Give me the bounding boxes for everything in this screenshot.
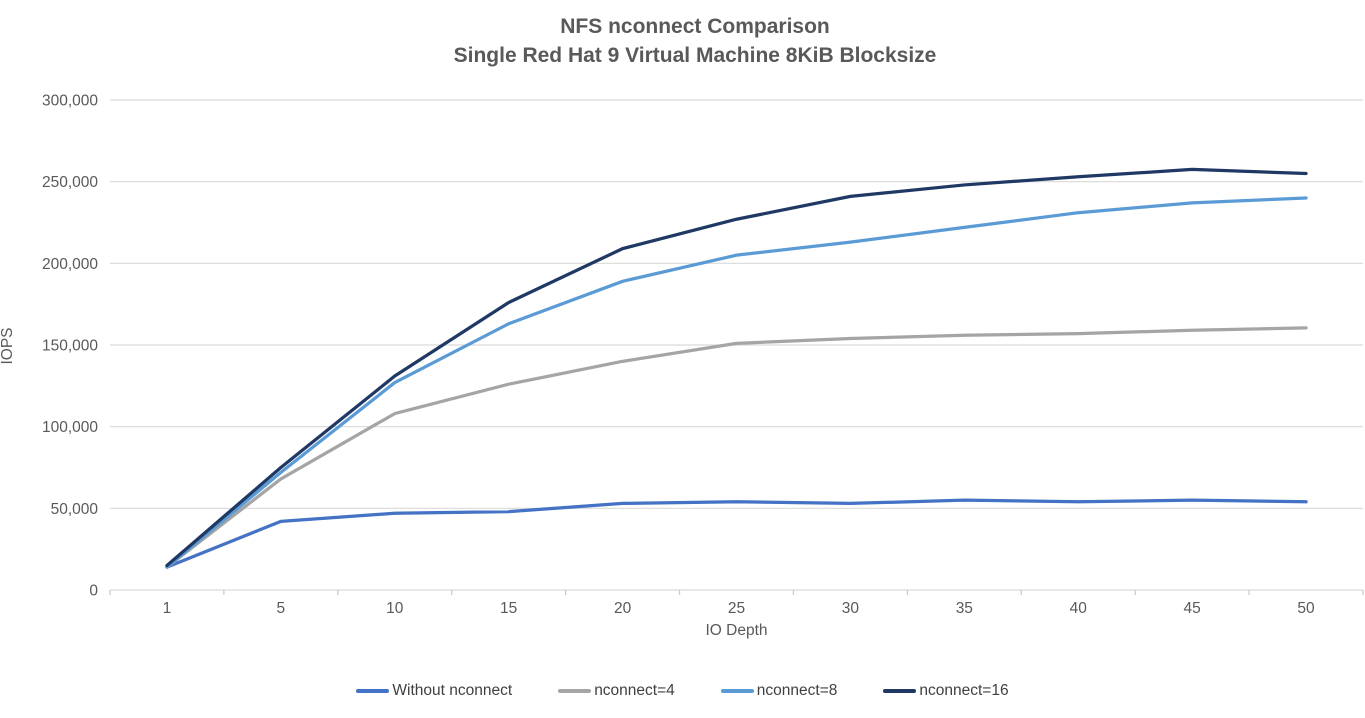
x-tick-label: 20	[614, 600, 632, 617]
legend-item: nconnect=16	[883, 682, 1009, 700]
chart-title-block: NFS nconnect Comparison Single Red Hat 9…	[110, 12, 1280, 70]
legend-swatch-icon	[356, 689, 390, 693]
x-tick-label: 1	[163, 600, 172, 617]
y-tick-label: 100,000	[42, 419, 98, 436]
series-line-nconnect-4	[165, 326, 1308, 569]
legend-item: nconnect=8	[720, 682, 838, 700]
x-tick-label: 30	[842, 600, 860, 617]
x-tick-label: 40	[1070, 600, 1088, 617]
legend-label: Without nconnect	[392, 682, 513, 699]
chart-legend: Without nconnect nconnect=4 nconnect=8 ncon…	[0, 682, 1365, 700]
y-tick-label: 200,000	[42, 256, 98, 273]
x-tick-label: 25	[728, 600, 745, 617]
series-line-without-nconnect	[165, 498, 1308, 569]
legend-swatch-icon	[883, 689, 917, 693]
legend-label: nconnect=4	[594, 682, 675, 699]
x-tick-label: 10	[386, 600, 404, 617]
chart-subtitle: Single Red Hat 9 Virtual Machine 8KiB Bl…	[453, 44, 937, 67]
y-tick-label: 300,000	[42, 93, 98, 110]
x-axis-title: IO Depth	[705, 622, 768, 639]
legend-item: Without nconnect	[356, 682, 512, 700]
legend-swatch-icon	[720, 689, 754, 693]
y-tick-label: 0	[89, 583, 98, 600]
legend-label: nconnect=16	[919, 682, 1009, 699]
x-tick-label: 45	[1184, 600, 1201, 617]
legend-swatch-icon	[558, 689, 592, 693]
y-tick-label: 50,000	[51, 501, 99, 518]
series-line-nconnect-16	[165, 167, 1308, 568]
x-tick-label: 15	[500, 600, 517, 617]
x-tick-label: 35	[956, 600, 973, 617]
chart-title: NFS nconnect Comparison	[560, 15, 830, 38]
legend-item: nconnect=4	[558, 682, 675, 700]
x-tick-label: 5	[277, 600, 286, 617]
series-line-nconnect-8	[165, 196, 1308, 569]
x-tick-label: 50	[1297, 600, 1315, 617]
y-tick-label: 150,000	[42, 338, 98, 355]
legend-label: nconnect=8	[756, 682, 838, 699]
y-tick-label: 250,000	[42, 174, 98, 191]
